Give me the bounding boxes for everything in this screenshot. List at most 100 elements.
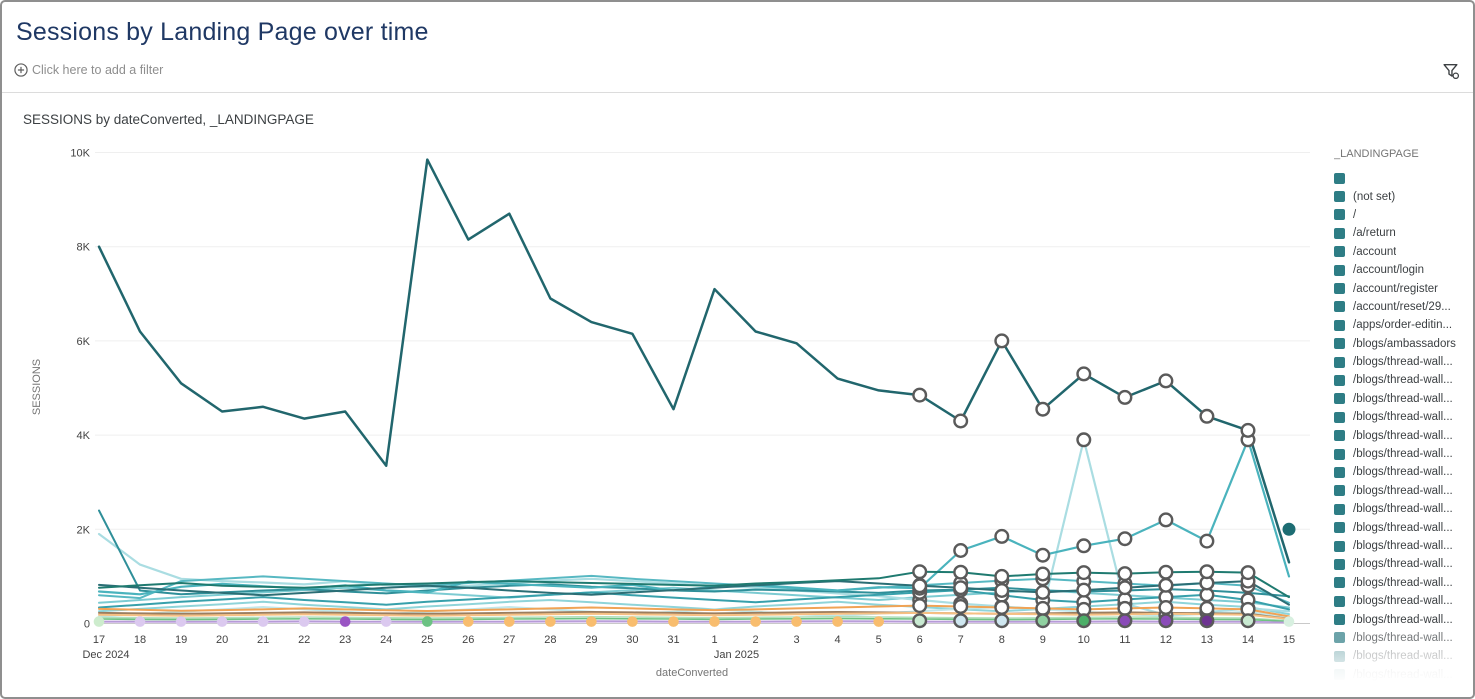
legend-item[interactable]: /account/reset/29... — [1334, 298, 1472, 316]
baseline-dot-marker[interactable] — [380, 616, 392, 627]
data-point-ring-marker[interactable] — [1117, 580, 1133, 596]
data-point-ring-marker[interactable] — [1076, 432, 1092, 448]
legend-item[interactable]: /blogs/thread-wall... — [1334, 390, 1472, 408]
data-point-ring-marker[interactable] — [1117, 566, 1133, 582]
data-point-ring-marker[interactable] — [1076, 366, 1092, 382]
legend-item[interactable]: (not set) — [1334, 187, 1472, 205]
data-point-ring-marker[interactable] — [912, 578, 928, 594]
data-point-ring-marker[interactable] — [912, 598, 928, 614]
legend-item[interactable]: /blogs/thread-wall... — [1334, 482, 1472, 500]
baseline-dot-marker[interactable] — [832, 616, 843, 627]
data-point-ring-marker[interactable] — [1199, 600, 1215, 616]
data-point-ring-marker[interactable] — [953, 564, 969, 580]
baseline-dot-marker[interactable] — [627, 616, 638, 627]
legend-item[interactable]: /blogs/thread-wall... — [1334, 353, 1472, 371]
baseline-dot-marker[interactable] — [873, 616, 884, 627]
baseline-dot-marker[interactable] — [709, 616, 720, 627]
legend-item[interactable]: /account/register — [1334, 279, 1472, 297]
legend-item[interactable]: /blogs/thread-wall... — [1334, 610, 1472, 628]
data-point-ring-marker[interactable] — [1076, 582, 1092, 598]
legend-item[interactable]: /blogs/thread-wall... — [1334, 518, 1472, 536]
data-point-ring-marker[interactable] — [1240, 422, 1256, 438]
baseline-dot-marker[interactable] — [750, 616, 761, 627]
data-point-ring-marker[interactable] — [1035, 547, 1051, 563]
baseline-dot-marker[interactable] — [175, 616, 187, 627]
baseline-ring-marker[interactable] — [912, 613, 928, 629]
legend-item[interactable]: /blogs/thread-wall... — [1334, 647, 1472, 665]
data-point-ring-marker[interactable] — [1199, 533, 1215, 549]
baseline-ring-marker[interactable] — [1117, 613, 1133, 629]
data-point-ring-marker[interactable] — [1240, 565, 1256, 581]
baseline-dot-marker[interactable] — [298, 616, 310, 627]
legend-item[interactable]: / — [1334, 206, 1472, 224]
data-point-ring-marker[interactable] — [953, 580, 969, 596]
legend-item[interactable]: /account/login — [1334, 261, 1472, 279]
data-point-ring-marker[interactable] — [994, 568, 1010, 584]
add-filter-button[interactable]: Click here to add a filter — [14, 63, 163, 77]
legend-item[interactable]: /blogs/thread-wall... — [1334, 445, 1472, 463]
baseline-ring-marker[interactable] — [994, 613, 1010, 629]
data-point-ring-marker[interactable] — [1035, 584, 1051, 600]
data-point-ring-marker[interactable] — [1117, 389, 1133, 405]
legend-item[interactable]: /blogs/thread-wall... — [1334, 426, 1472, 444]
legend-item[interactable]: /blogs/thread-wall... — [1334, 629, 1472, 647]
legend-item[interactable]: /blogs/thread-wall... — [1334, 500, 1472, 518]
data-point-ring-marker[interactable] — [1035, 566, 1051, 582]
baseline-ring-marker[interactable] — [953, 613, 969, 629]
baseline-dot-marker[interactable] — [339, 616, 351, 627]
baseline-dot-marker[interactable] — [1283, 616, 1295, 627]
filter-options-button[interactable] — [1442, 62, 1460, 80]
data-point-ring-marker[interactable] — [994, 333, 1010, 349]
legend-item[interactable]: /blogs/thread-wall... — [1334, 666, 1472, 684]
legend-item[interactable]: /blogs/thread-wall... — [1334, 371, 1472, 389]
baseline-dot-marker[interactable] — [791, 616, 802, 627]
data-point-ring-marker[interactable] — [1158, 512, 1174, 528]
baseline-ring-marker[interactable] — [1158, 613, 1174, 629]
data-point-ring-marker[interactable] — [1158, 600, 1174, 616]
data-point-ring-marker[interactable] — [1158, 373, 1174, 389]
legend-item[interactable]: /blogs/thread-wall... — [1334, 408, 1472, 426]
baseline-dot-marker[interactable] — [257, 616, 269, 627]
data-point-ring-marker[interactable] — [994, 528, 1010, 544]
legend-item[interactable]: /apps/order-editin... — [1334, 316, 1472, 334]
data-point-ring-marker[interactable] — [994, 583, 1010, 599]
data-point-ring-marker[interactable] — [994, 600, 1010, 616]
baseline-dot-marker[interactable] — [463, 616, 474, 627]
legend-item[interactable]: /account — [1334, 243, 1472, 261]
legend-item[interactable]: /a/return — [1334, 224, 1472, 242]
legend-item[interactable]: /blogs/thread-wall... — [1334, 537, 1472, 555]
legend-item[interactable]: /blogs/ambassadors — [1334, 335, 1472, 353]
data-point-ring-marker[interactable] — [953, 599, 969, 615]
legend-item[interactable] — [1334, 169, 1472, 187]
baseline-dot-marker[interactable] — [586, 616, 597, 627]
baseline-ring-marker[interactable] — [1199, 613, 1215, 629]
baseline-ring-marker[interactable] — [1035, 613, 1051, 629]
data-point-ring-marker[interactable] — [912, 564, 928, 580]
baseline-dot-marker[interactable] — [93, 616, 105, 627]
data-point-ring-marker[interactable] — [1199, 408, 1215, 424]
baseline-dot-marker[interactable] — [504, 616, 515, 627]
legend[interactable]: _LANDINGPAGE (not set) / /a/return/account… — [1334, 148, 1472, 688]
data-point-ring-marker[interactable] — [1158, 577, 1174, 593]
baseline-dot-marker[interactable] — [545, 616, 556, 627]
data-point-ring-marker[interactable] — [1117, 600, 1133, 616]
data-point-ring-marker[interactable] — [1076, 565, 1092, 581]
baseline-dot-marker[interactable] — [422, 616, 433, 627]
data-point-ring-marker[interactable] — [1035, 401, 1051, 417]
baseline-ring-marker[interactable] — [1240, 613, 1256, 629]
isolated-data-point[interactable] — [1282, 522, 1296, 536]
data-point-ring-marker[interactable] — [912, 387, 928, 403]
data-point-ring-marker[interactable] — [953, 413, 969, 429]
baseline-dot-marker[interactable] — [668, 616, 679, 627]
data-point-ring-marker[interactable] — [1158, 564, 1174, 580]
legend-item[interactable]: /blogs/thread-wall... — [1334, 555, 1472, 573]
data-point-ring-marker[interactable] — [1035, 600, 1051, 616]
data-point-ring-marker[interactable] — [953, 543, 969, 559]
legend-item[interactable]: /blogs/thread-wall... — [1334, 574, 1472, 592]
baseline-dot-marker[interactable] — [134, 616, 146, 627]
legend-item[interactable]: /blogs/thread-wall... — [1334, 592, 1472, 610]
legend-item[interactable]: /blogs/thread-wall... — [1334, 463, 1472, 481]
data-point-ring-marker[interactable] — [1117, 531, 1133, 547]
baseline-ring-marker[interactable] — [1076, 613, 1092, 629]
